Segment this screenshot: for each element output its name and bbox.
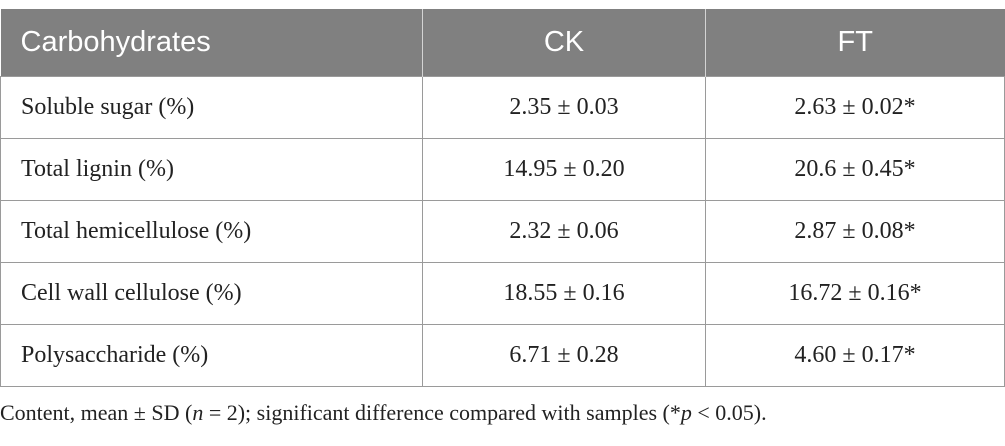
header-ck: CK: [422, 9, 706, 77]
ck-value: 14.95 ± 0.20: [422, 138, 706, 201]
footnote-n-variable: n: [192, 400, 204, 425]
footnote-text-2: = 2); significant difference compared wi…: [203, 400, 681, 425]
table-row: Total hemicellulose (%) 2.32 ± 0.06 2.87…: [0, 200, 1005, 263]
ft-value: 2.63 ± 0.02*: [705, 76, 1005, 139]
table-row: Soluble sugar (%) 2.35 ± 0.03 2.63 ± 0.0…: [0, 76, 1005, 139]
ft-value: 2.87 ± 0.08*: [705, 200, 1005, 263]
row-label: Soluble sugar (%): [0, 76, 423, 139]
carbohydrates-table: Carbohydrates CK FT Soluble sugar (%) 2.…: [0, 9, 1005, 387]
table-row: Cell wall cellulose (%) 18.55 ± 0.16 16.…: [0, 262, 1005, 325]
table-footnote: Content, mean ± SD (n = 2); significant …: [0, 400, 767, 426]
ck-value: 2.35 ± 0.03: [422, 76, 706, 139]
row-label: Total hemicellulose (%): [0, 200, 423, 263]
table-row: Total lignin (%) 14.95 ± 0.20 20.6 ± 0.4…: [0, 138, 1005, 201]
table-header-row: Carbohydrates CK FT: [0, 9, 1005, 77]
ft-value: 16.72 ± 0.16*: [705, 262, 1005, 325]
ck-value: 2.32 ± 0.06: [422, 200, 706, 263]
footnote-text-1: Content, mean ± SD (: [0, 400, 193, 425]
header-ft: FT: [705, 9, 1005, 77]
row-label: Polysaccharide (%): [0, 324, 423, 387]
header-carbohydrates: Carbohydrates: [0, 9, 423, 77]
row-label: Cell wall cellulose (%): [0, 262, 423, 325]
footnote-p-variable: p: [680, 400, 692, 425]
ck-value: 6.71 ± 0.28: [422, 324, 706, 387]
table-row: Polysaccharide (%) 6.71 ± 0.28 4.60 ± 0.…: [0, 324, 1005, 387]
ft-value: 4.60 ± 0.17*: [705, 324, 1005, 387]
ft-value: 20.6 ± 0.45*: [705, 138, 1005, 201]
ck-value: 18.55 ± 0.16: [422, 262, 706, 325]
footnote-text-3: < 0.05).: [691, 400, 767, 425]
row-label: Total lignin (%): [0, 138, 423, 201]
